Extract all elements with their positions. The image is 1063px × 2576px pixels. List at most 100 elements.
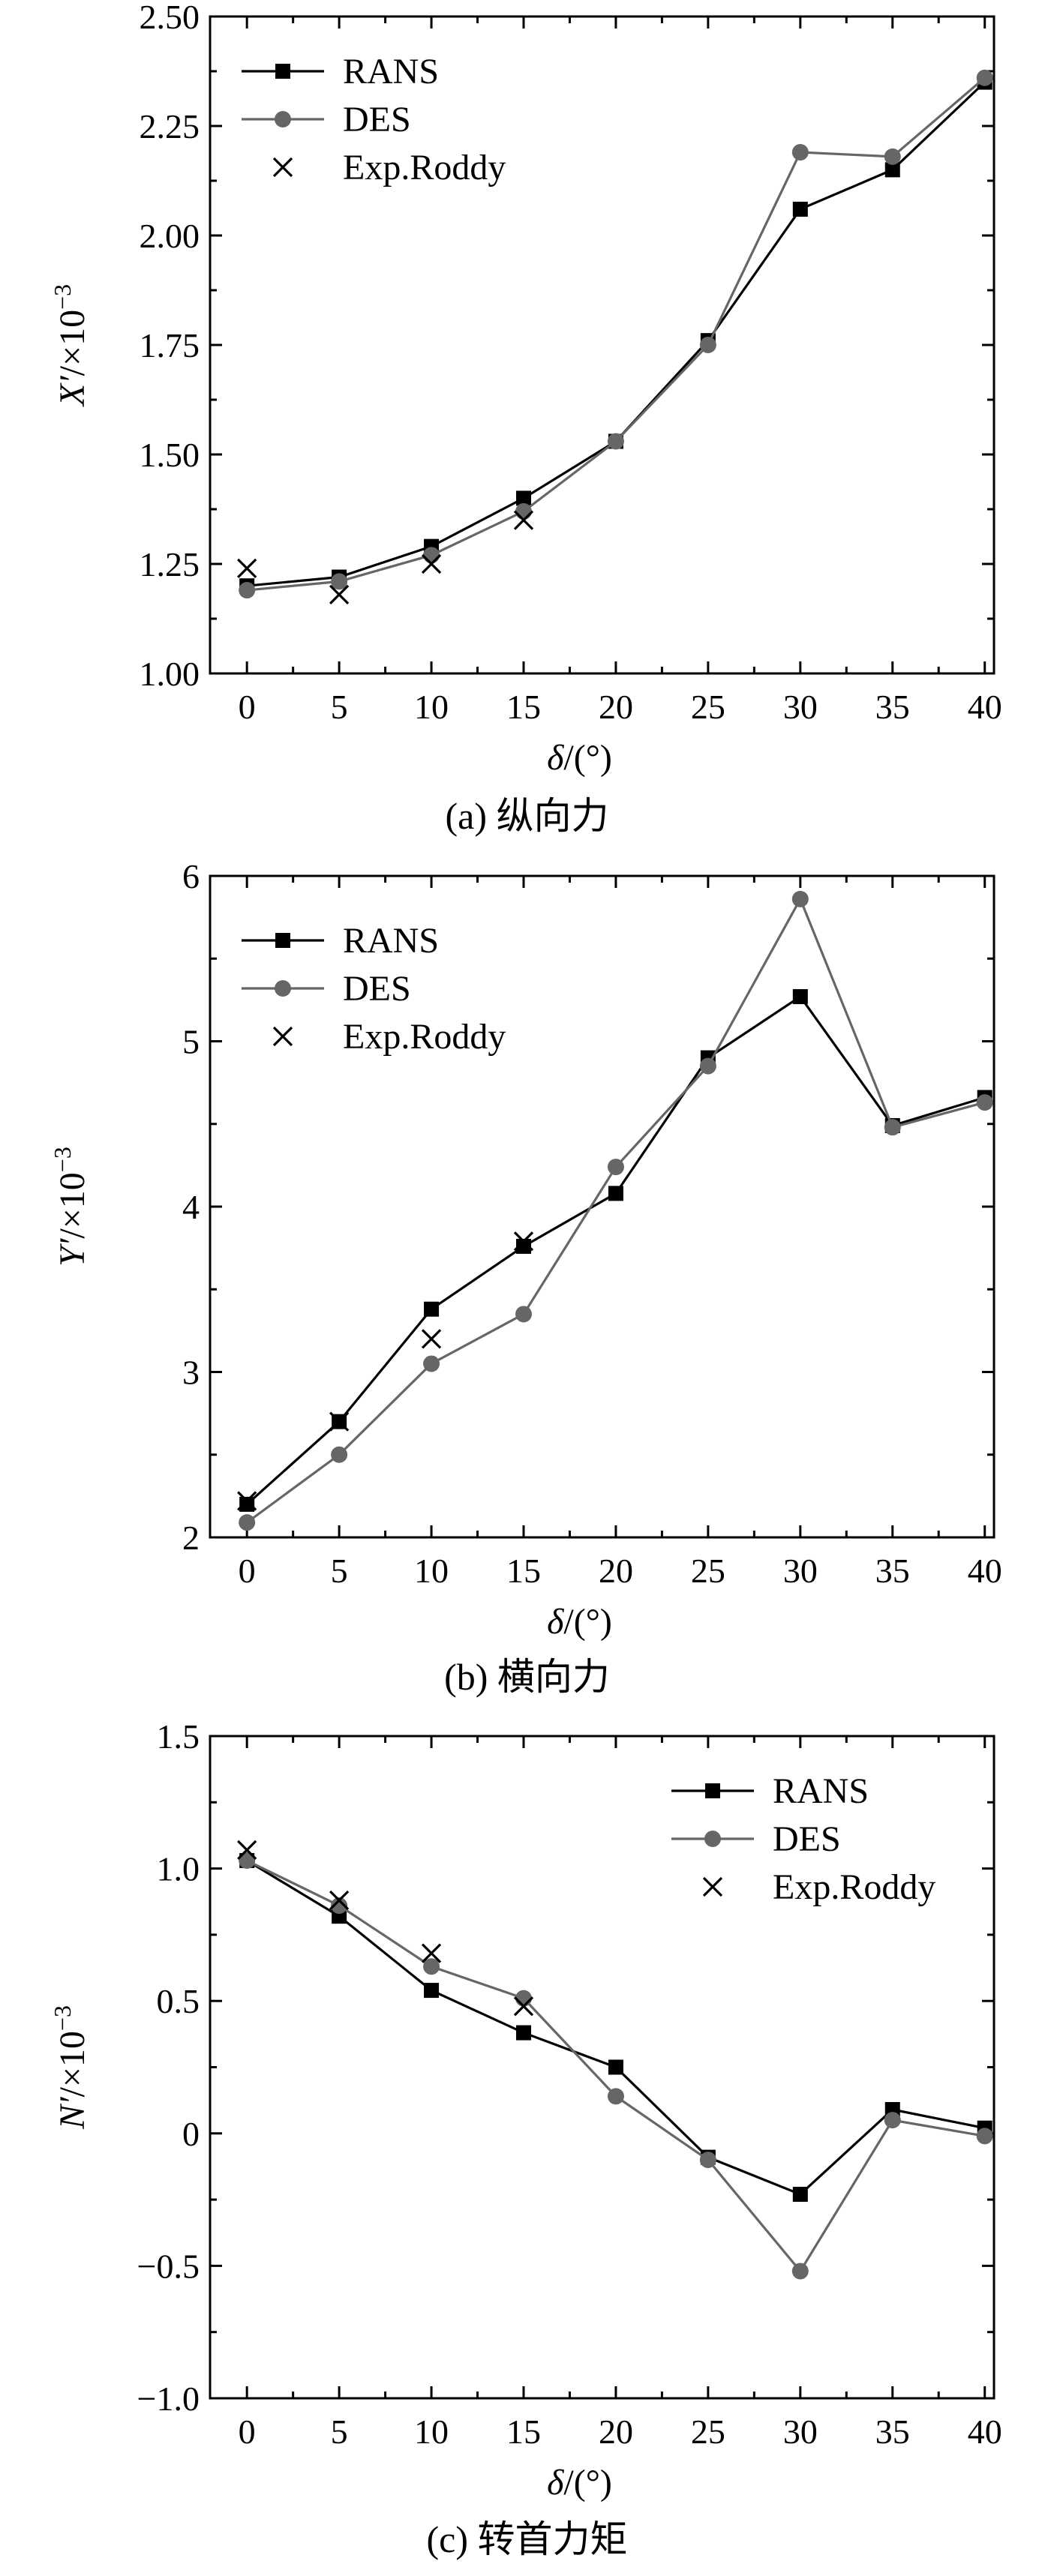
legend-marker (272, 157, 293, 178)
data-point (791, 144, 809, 161)
legend-marker (275, 980, 291, 997)
x-tick-label: 40 (968, 1552, 1002, 1590)
data-point (884, 148, 901, 165)
data-point (516, 2025, 531, 2041)
data-point (423, 1355, 440, 1372)
y-tick-label: 6 (182, 857, 200, 895)
legend-marker (272, 1026, 293, 1047)
plot-frame (209, 15, 995, 675)
y-tick-label: −1.0 (137, 2380, 200, 2418)
y-tick-label: 1.50 (140, 436, 200, 474)
data-point (331, 573, 348, 590)
data-point (239, 1852, 256, 1870)
x-tick-label: 25 (691, 688, 725, 726)
series-exp-roddy (237, 1231, 534, 1511)
y-tick-label: 1.5 (157, 1717, 200, 1756)
data-point (513, 1231, 534, 1252)
y-axis-unit: /×10 (53, 1172, 92, 1238)
x-tick-label: 20 (599, 2413, 633, 2451)
data-point (699, 337, 716, 353)
data-point (792, 988, 808, 1004)
legend-label: DES (773, 1819, 841, 1859)
legend-marker (275, 933, 290, 948)
data-point (329, 584, 350, 605)
legend-label: RANS (773, 1771, 869, 1811)
x-tick-label: 25 (691, 2413, 725, 2451)
x-tick-label: 5 (331, 1552, 348, 1590)
x-axis-symbol: δ (547, 738, 564, 778)
y-tick-label: 0.5 (157, 1982, 200, 2020)
x-tick-label: 40 (968, 2413, 1002, 2451)
chart-a: 0 5 10 15 20 25 30 35 40 1.00 1.25 1.50 1.75 2.00 2.25… (49, 0, 1002, 837)
x-tick-label: 30 (783, 1552, 818, 1590)
data-point (513, 1996, 534, 2017)
x-tick-label: 0 (239, 1552, 256, 1590)
figure-caption: (a) 纵向力 (446, 795, 609, 837)
legend-label: DES (343, 969, 411, 1009)
y-tick-label: 1.00 (140, 655, 200, 693)
data-point (608, 1186, 623, 1201)
series-des (239, 890, 993, 1531)
data-point (607, 2088, 624, 2105)
x-axis-label: δ/(°) (547, 738, 612, 778)
data-point (699, 2152, 716, 2169)
data-point (421, 1329, 442, 1349)
data-point (237, 1840, 257, 1861)
y-axis-label: Y′/×10−3 (49, 1147, 92, 1267)
data-point (791, 890, 809, 907)
legend-marker (275, 111, 291, 127)
y-tick-label: 2.25 (140, 107, 200, 145)
legend-marker (704, 1831, 721, 1847)
x-tick-label: 20 (599, 688, 633, 726)
x-tick-label: 30 (783, 688, 818, 726)
data-point (976, 2128, 993, 2145)
chart-b: 0 5 10 15 20 25 30 35 40 2 3 4 5 6 δ/(°) Y′/×10−3 (b) 横向… (49, 857, 1002, 1698)
legend-label: Exp.Roddy (343, 148, 506, 187)
data-point (329, 1411, 350, 1432)
x-axis-label: δ/(°) (547, 1602, 612, 1642)
data-point (421, 553, 442, 574)
data-point (884, 1119, 901, 1136)
legend-marker (705, 1783, 720, 1798)
data-point (331, 1897, 348, 1915)
x-tick-label: 10 (414, 2413, 449, 2451)
legend: RANS DES Exp.Roddy (671, 1771, 935, 1907)
x-tick-label: 35 (875, 2413, 910, 2451)
series-exp-roddy (237, 1840, 534, 2017)
y-axis-exponent: −3 (49, 2005, 76, 2031)
plot-frame (209, 1735, 995, 2400)
y-axis-symbol: X′ (53, 375, 92, 407)
y-tick-label: 5 (182, 1023, 200, 1061)
legend-label: Exp.Roddy (773, 1867, 935, 1907)
series-des (239, 1852, 993, 2280)
data-point (608, 2059, 623, 2075)
y-tick-label: 2 (182, 1519, 200, 1557)
y-axis-exponent: −3 (49, 284, 76, 310)
series-exp-roddy (237, 510, 534, 605)
data-point (513, 510, 534, 530)
x-axis-unit: /(°) (563, 738, 612, 778)
y-tick-label: 2.00 (140, 217, 200, 255)
y-tick-label: 0 (182, 2115, 200, 2153)
x-tick-label: 20 (599, 1552, 633, 1590)
data-point (515, 1306, 532, 1323)
data-point (884, 162, 900, 178)
y-axis-label: N′/×10−3 (49, 2005, 92, 2130)
x-tick-label: 5 (331, 2413, 348, 2451)
y-tick-label: 4 (182, 1188, 200, 1226)
legend: RANS DES Exp.Roddy (242, 921, 506, 1057)
x-tick-label: 5 (331, 688, 348, 726)
x-tick-label: 15 (506, 1552, 541, 1590)
data-point (421, 1943, 442, 1963)
legend-label: RANS (343, 52, 439, 91)
data-point (976, 69, 993, 86)
y-tick-label: 1.0 (157, 1850, 200, 1888)
y-axis-label: X′/×10−3 (49, 284, 92, 407)
series-rans (239, 988, 992, 1512)
x-tick-label: 30 (783, 2413, 818, 2451)
data-point (976, 1094, 993, 1111)
x-tick-label: 0 (239, 688, 256, 726)
x-axis-unit: /(°) (563, 1602, 612, 1642)
data-point (423, 1958, 440, 1975)
